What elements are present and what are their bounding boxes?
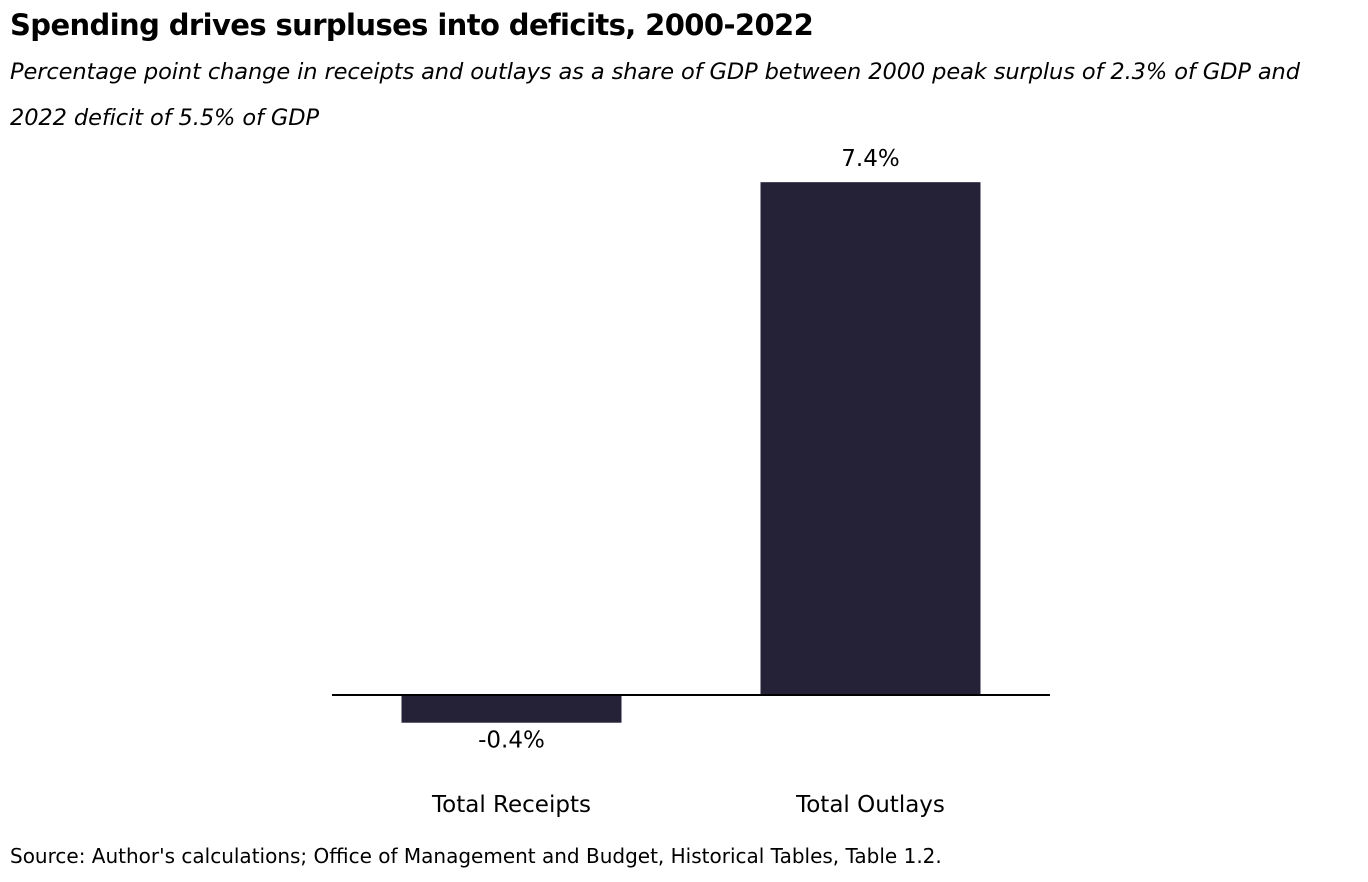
labels-group: -0.4% Total Receipts 7.4% Total Outlays [431,146,945,818]
category-label: Total Receipts [431,792,591,818]
chart-source: Source: Author's calculations; Office of… [10,844,942,868]
value-label: 7.4% [841,146,899,172]
chart-title: Spending drives surpluses into deficits,… [10,8,814,42]
bar-total-receipts [401,695,622,723]
value-label: -0.4% [478,728,545,754]
bar-total-outlays [760,182,981,695]
bars-group [401,182,981,723]
chart-subtitle: Percentage point change in receipts and … [10,59,1300,131]
category-label: Total Outlays [795,792,945,818]
